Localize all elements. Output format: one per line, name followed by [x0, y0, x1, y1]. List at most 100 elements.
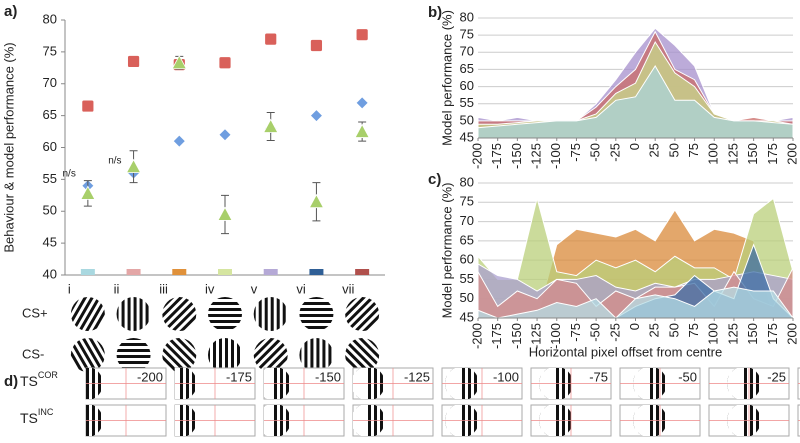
stripe [219, 338, 222, 372]
marker [355, 96, 369, 110]
stripe [345, 297, 366, 318]
stripe [127, 297, 131, 331]
stripe [116, 343, 151, 346]
stripe [165, 299, 196, 331]
offset-label: -150 [315, 369, 341, 384]
stripe [316, 338, 320, 372]
y-tick-label: 40 [43, 266, 57, 281]
row-label: TSINC [20, 407, 54, 425]
stripe [345, 297, 375, 327]
row-label-sup: COR [38, 370, 59, 380]
stripe [258, 297, 262, 331]
stripe [356, 308, 380, 331]
y-tick-label: 75 [460, 194, 474, 209]
x-tick-label: -25 [607, 143, 622, 162]
x-tick-label: -100 [548, 323, 563, 349]
stripe [145, 297, 149, 331]
category-swatch [309, 269, 324, 275]
y-tick-label: 45 [460, 309, 474, 324]
stimulus-stripes [208, 338, 240, 372]
stripe [85, 338, 105, 368]
x-tick-label: i [68, 281, 71, 296]
area [477, 286, 794, 319]
x-tick-label: 125 [725, 323, 740, 345]
stripe [88, 302, 105, 331]
stripe [256, 401, 259, 441]
panel-label: b) [428, 4, 442, 21]
x-tick-label: 200 [784, 323, 799, 345]
row-label-main: TS [20, 373, 38, 389]
offset-label: -200 [137, 369, 163, 384]
marker [310, 39, 323, 52]
stripe [77, 297, 101, 331]
stripe [256, 340, 287, 372]
x-tick-label: 75 [686, 323, 701, 337]
stripe [171, 338, 197, 363]
stimulus [299, 338, 334, 372]
category-swatch [126, 269, 141, 275]
stripe [169, 304, 197, 331]
stripe [350, 338, 380, 368]
category-swatch [80, 269, 95, 275]
row-label: TSCOR [20, 370, 58, 388]
stripe [213, 338, 216, 372]
stripe [162, 297, 183, 318]
marker [218, 56, 232, 70]
marker [263, 118, 279, 133]
stripe [299, 308, 334, 311]
stripe [75, 338, 98, 372]
stripe [70, 297, 91, 327]
marker [218, 128, 232, 142]
stripe [358, 338, 380, 359]
stripe [270, 297, 274, 331]
x-tick-label: -50 [588, 143, 603, 162]
stripe [345, 340, 377, 372]
x-tick-label: iii [159, 281, 168, 296]
stripe [265, 349, 288, 372]
x-tick-label: 0 [627, 323, 642, 330]
stripe [162, 349, 185, 372]
stripe [90, 338, 105, 365]
x-tick-label: -150 [509, 143, 524, 169]
marker [217, 206, 233, 221]
row-label-main: TS [20, 410, 38, 426]
stripe [282, 297, 286, 331]
stripe [74, 401, 77, 441]
x-tick-label: 50 [666, 143, 681, 157]
x-tick-label: -75 [568, 143, 583, 162]
y-tick-label: 55 [460, 95, 474, 110]
offset-label: -25 [767, 369, 786, 384]
stripe [253, 338, 279, 363]
area [477, 40, 794, 139]
stripe [256, 364, 259, 404]
marker [125, 158, 142, 174]
stripe [208, 338, 210, 372]
x-tick-label: -150 [509, 323, 524, 349]
category-swatch [355, 269, 370, 275]
x-tick-label: -50 [588, 323, 603, 342]
stripe [345, 297, 370, 322]
y-tick-label: 80 [460, 174, 474, 189]
stripe [70, 343, 88, 372]
stimulus-clip [253, 297, 288, 331]
x-tick-label: 100 [706, 143, 721, 165]
y-tick-label: 80 [43, 11, 57, 26]
x-tick-label: -175 [489, 323, 504, 349]
x-tick-label: -100 [548, 143, 563, 169]
stripe [68, 401, 71, 441]
stripe [72, 297, 96, 330]
stripe [299, 320, 334, 323]
x-tick-label: -25 [607, 323, 622, 342]
offset-label: -125 [404, 369, 430, 384]
half-mask [68, 403, 86, 439]
marker [355, 28, 369, 42]
stripe [167, 338, 197, 368]
stimulus-clip [299, 338, 334, 372]
offset-label: -50 [678, 369, 697, 384]
x-tick-label: 75 [686, 143, 701, 157]
stripe [296, 332, 336, 335]
stimulus-row-label: CS- [22, 346, 44, 361]
y-tick-label: 50 [43, 203, 57, 218]
stimulus-clip [116, 297, 151, 331]
